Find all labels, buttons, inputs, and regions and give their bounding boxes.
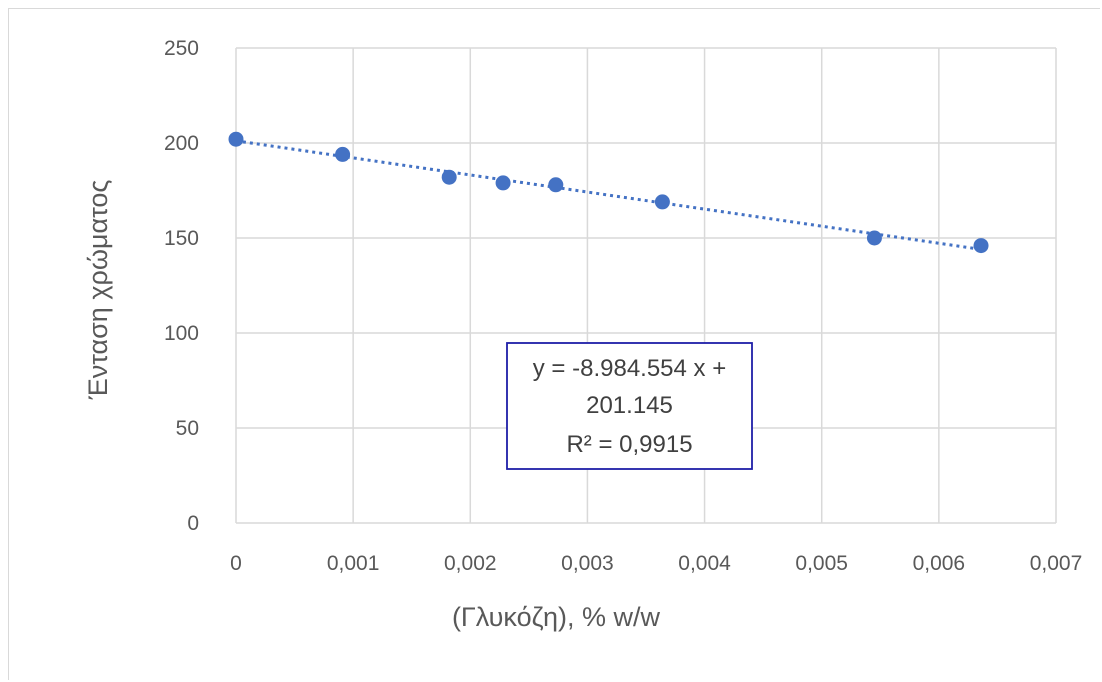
data-points <box>228 131 989 254</box>
data-point <box>335 146 351 162</box>
y-tick-label: 50 <box>176 417 199 440</box>
y-tick-labels: 0 50 100 150 200 250 <box>164 37 199 535</box>
trendline-equation-line: 201.145 <box>586 392 673 419</box>
trendline-r-squared: R² = 0,9915 <box>566 431 692 458</box>
data-point <box>228 131 244 147</box>
y-tick-label: 100 <box>164 322 199 345</box>
x-tick-label: 0,007 <box>1030 552 1083 575</box>
y-tick-label: 200 <box>164 132 199 155</box>
data-point <box>973 238 989 254</box>
trendline-equation-line: y = -8.984.554 x + <box>533 355 726 382</box>
scatter-chart: 0 50 100 150 200 250 0 0,001 0,002 0,003 0,004 0,0… <box>83 37 1082 632</box>
data-point <box>866 230 882 246</box>
y-tick-label: 250 <box>164 37 199 60</box>
data-point <box>654 194 670 210</box>
x-tick-label: 0,001 <box>327 552 380 575</box>
x-tick-label: 0,006 <box>913 552 966 575</box>
y-tick-label: 150 <box>164 227 199 250</box>
x-tick-label: 0,002 <box>444 552 497 575</box>
y-tick-label: 0 <box>187 512 199 535</box>
trendline-equation-box: y = -8.984.554 x + 201.145 R² = 0,9915 <box>506 342 753 470</box>
y-axis-title: Ένταση χρώματος <box>83 180 113 401</box>
x-tick-label: 0,004 <box>678 552 731 575</box>
x-tick-labels: 0 0,001 0,002 0,003 0,004 0,005 0,006 0,007 <box>230 552 1082 575</box>
x-axis-title: (Γλυκόζη), % w/w <box>452 602 661 632</box>
data-point <box>495 175 511 191</box>
x-tick-label: 0,003 <box>561 552 614 575</box>
data-point <box>548 177 564 193</box>
trendline-equation-border <box>506 342 753 470</box>
x-tick-label: 0 <box>230 552 242 575</box>
chart-frame: 0 50 100 150 200 250 0 0,001 0,002 0,003 0,004 0,0… <box>8 8 1100 680</box>
data-point <box>441 169 457 185</box>
x-tick-label: 0,005 <box>795 552 848 575</box>
gridlines <box>235 47 1057 523</box>
